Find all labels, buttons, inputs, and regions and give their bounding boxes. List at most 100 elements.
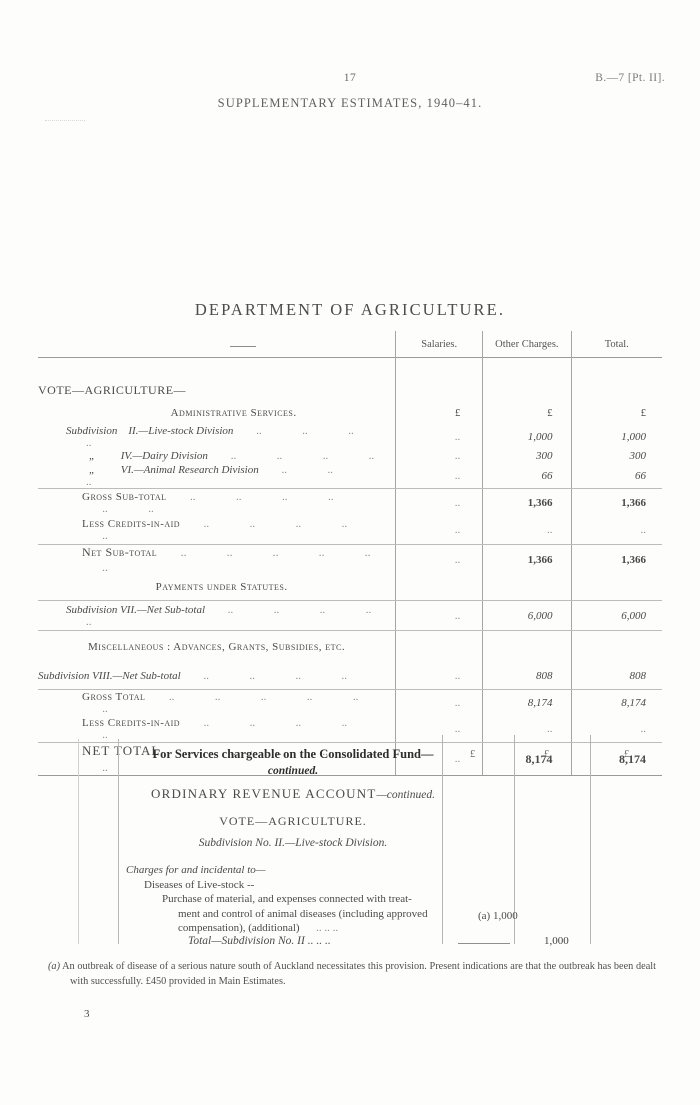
detail-heading-vote: VOTE—AGRICULTURE.: [219, 814, 367, 828]
table-row: Subdivision II.—Live-stock Division ....…: [38, 424, 662, 449]
cell-total: 1,000: [570, 424, 662, 449]
section-heading-administrative-row: Administrative Services. £ £ £: [38, 401, 662, 425]
blank-cell: [482, 379, 571, 402]
less-credits-row-2: Less Credits-in-aid .......... .. .. ..: [38, 715, 662, 743]
row-label-gross-sub-total: Gross Sub-total ............: [38, 488, 396, 517]
column-header-total: Total.: [570, 331, 662, 358]
detail-rule-other: [514, 735, 515, 944]
row-label-prefix: „: [88, 450, 96, 462]
section-heading-administrative: Administrative Services.: [170, 407, 297, 419]
detail-body-line-1: Charges for and incidental to—: [126, 864, 266, 876]
cell-salaries: ..: [395, 488, 483, 517]
detail-currency-salaries: £: [470, 749, 476, 760]
cell-other-charges: 1,366: [482, 488, 571, 517]
row-label-net-total: NET TOTAL ............: [38, 742, 396, 776]
footnote-marker: (a): [48, 961, 61, 972]
row-label-gross-total: Gross Total ............: [38, 690, 396, 716]
cell-total: 808: [570, 662, 662, 690]
detail-heading-account-text: ORDINARY REVENUE ACCOUNT: [151, 786, 377, 801]
currency-salaries: £: [395, 401, 483, 425]
detail-total-label: Total—Subdivision No. II .. .. ..: [188, 935, 331, 947]
detail-body: Charges for and incidental to— Diseases …: [126, 863, 526, 936]
cell-salaries: ..: [395, 517, 483, 545]
row-label-text: Subdivision VII.—Net Sub-total: [66, 603, 206, 616]
column-header-description: [38, 331, 396, 358]
row-label-text: VI.—Animal Research Division: [120, 463, 259, 476]
row-label-text: Gross Sub-total: [82, 490, 167, 503]
row-label-text: IV.—Dairy Division: [120, 450, 208, 462]
detail-heading-main-continued: continued.: [267, 764, 319, 777]
row-label-text: Less Credits-in-aid: [82, 716, 181, 729]
leader-dots: .. .. ..: [316, 922, 339, 935]
detail-body-line-5-text: compensation), (additional): [178, 922, 300, 935]
detail-rule-salaries: [442, 735, 443, 944]
table-row: „ IV.—Dairy Division ........ .. 300 300: [38, 448, 662, 464]
page-signature: 3: [84, 1008, 90, 1020]
leader-dots: ......: [86, 463, 334, 488]
cell-salaries: ..: [395, 600, 483, 631]
section-heading-statutes: Payments under Statutes.: [38, 574, 396, 601]
page-title: DEPARTMENT OF AGRICULTURE.: [194, 300, 506, 319]
cell-total: 300: [570, 448, 662, 464]
gross-sub-total-row: Gross Sub-total ............ .. 1,366 1,…: [38, 488, 662, 517]
detail-total-rule: [458, 943, 510, 944]
row-label-text: Net Sub-total: [82, 544, 158, 559]
cell-salaries: ..: [395, 463, 483, 489]
gross-total-row: Gross Total ............ .. 8,174 8,174: [38, 689, 662, 716]
detail-body-line-3: Purchase of material, and expenses conne…: [162, 893, 412, 906]
detail-rule-total: [590, 735, 591, 944]
column-header-salaries: Salaries.: [395, 331, 483, 358]
detail-heading-revenue-account: ORDINARY REVENUE ACCOUNT—continued.: [138, 786, 448, 802]
cell-other-charges: 8,174: [482, 742, 571, 776]
row-label-text: Subdivision VIII.—Net Sub-total: [38, 669, 181, 682]
vote-heading-row: VOTE—AGRICULTURE—: [38, 379, 662, 402]
spacer-cell: [570, 357, 662, 380]
detail-body-line-4: ment and control of animal diseases (inc…: [178, 907, 428, 920]
cell-other-charges: ..: [482, 517, 571, 545]
blank-cell: [395, 630, 483, 663]
detail-rule-inner: [118, 739, 119, 944]
row-label-text: II.—Live-stock Division: [128, 424, 234, 437]
leader-dots: ........: [203, 669, 348, 682]
detail-currency-total: £: [624, 749, 630, 760]
row-label-subdivision-vi: „ VI.—Animal Research Division ......: [38, 463, 396, 489]
blank-cell: [570, 574, 662, 601]
leader-dots: ..........: [102, 716, 348, 741]
cell-other-charges: 1,366: [482, 544, 571, 575]
publication-reference: B.—7 [Pt. II].: [595, 72, 665, 84]
cell-salaries: ..: [395, 742, 483, 776]
leader-dots: ............: [102, 490, 334, 515]
leader-dots: ............: [102, 746, 374, 774]
row-label-text: NET TOTAL: [82, 743, 160, 758]
detail-total-amount: 1,000: [544, 935, 569, 947]
leader-dots: ..........: [102, 518, 348, 543]
estimates-table: Salaries. Other Charges. Total. VOTE—AGR…: [38, 331, 662, 776]
detail-amount-with-note: (a) 1,000: [478, 910, 518, 922]
running-head-rule: [45, 120, 85, 121]
spacer-cell: [482, 357, 571, 380]
leader-dots: ............: [102, 544, 371, 574]
net-total-row: NET TOTAL ............ .. 8,174 8,174: [38, 742, 662, 776]
less-credits-row-1: Less Credits-in-aid .......... .. .. ..: [38, 517, 662, 545]
spacer-cell: [38, 357, 396, 380]
cell-total: 8,174: [570, 689, 662, 716]
row-label-less-credits: Less Credits-in-aid ..........: [38, 517, 396, 545]
footnote: (a) An outbreak of disease of a serious …: [48, 960, 656, 990]
row-label-less-credits: Less Credits-in-aid ..........: [38, 715, 396, 743]
cell-salaries: ..: [395, 448, 483, 464]
section-heading-miscellaneous: Miscellaneous : Advances, Grants, Subsid…: [88, 640, 346, 653]
row-label-subdivision-viii: Subdivision VIII.—Net Sub-total ........: [38, 662, 396, 690]
row-label-subdivision-ii: Subdivision II.—Live-stock Division ....…: [38, 425, 396, 449]
blank-cell: [395, 574, 483, 601]
cell-other-charges: 808: [482, 662, 571, 690]
detail-heading-account-continued: —continued.: [376, 789, 435, 801]
footnote-body: (a) An outbreak of disease of a serious …: [48, 960, 656, 990]
cell-total: 8,174: [570, 742, 662, 776]
cell-total: ..: [570, 715, 662, 743]
cell-total: 1,366: [570, 488, 662, 517]
row-label-subdivision-iv: „ IV.—Dairy Division ........: [38, 449, 396, 464]
row-label-text: Less Credits-in-aid: [82, 518, 181, 531]
cell-salaries: ..: [395, 662, 483, 690]
blank-cell: [570, 630, 662, 663]
